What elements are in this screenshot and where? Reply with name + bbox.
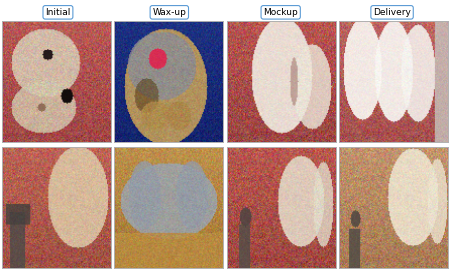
Text: Initial: Initial [45,8,71,17]
Text: Delivery: Delivery [373,8,411,17]
Text: Mockup: Mockup [263,8,298,17]
Text: Wax-up: Wax-up [153,8,186,17]
